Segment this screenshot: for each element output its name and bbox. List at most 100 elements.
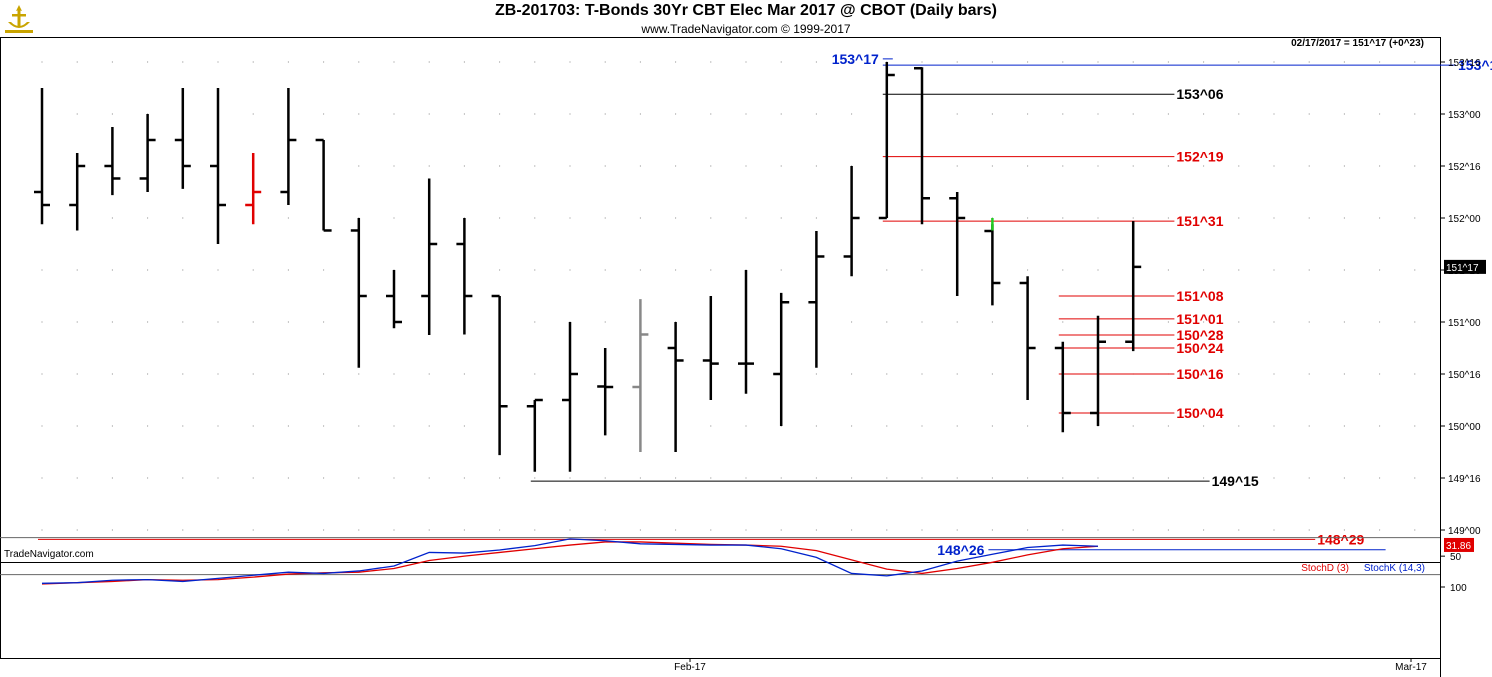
grid-dot xyxy=(745,61,747,63)
grid-dot xyxy=(182,321,184,323)
grid-dot xyxy=(534,269,536,271)
grid-dot xyxy=(851,477,853,479)
grid-dot xyxy=(675,529,677,531)
stoch-tick-label: 50 xyxy=(1450,552,1462,563)
grid-dot xyxy=(252,529,254,531)
grid-dot xyxy=(147,529,149,531)
level-label: 153^17 xyxy=(832,51,879,67)
grid-dot xyxy=(956,165,958,167)
grid-dot xyxy=(1343,165,1345,167)
level-label: 152^19 xyxy=(1176,149,1223,165)
grid-dot xyxy=(147,373,149,375)
level-label: 150^04 xyxy=(1176,405,1223,421)
level-label: 150^24 xyxy=(1176,340,1223,356)
grid-dot xyxy=(1379,321,1381,323)
grid-dot xyxy=(217,61,219,63)
grid-dot xyxy=(1343,217,1345,219)
grid-dot xyxy=(428,425,430,427)
grid-dot xyxy=(1414,217,1416,219)
grid-dot xyxy=(1414,165,1416,167)
grid-dot xyxy=(1308,321,1310,323)
grid-dot xyxy=(1027,113,1029,115)
grid-dot xyxy=(639,165,642,167)
grid-dot xyxy=(1167,217,1169,219)
grid-dot xyxy=(147,217,149,219)
grid-dot xyxy=(1379,529,1381,531)
grid-dot xyxy=(886,321,888,323)
grid-dot xyxy=(991,321,994,323)
grid-dot xyxy=(1308,529,1310,531)
grid-dot xyxy=(1097,529,1099,531)
date-tick-label: Feb-17 xyxy=(674,662,706,673)
stoch-k-legend: StochK (14,3) xyxy=(1364,563,1425,574)
grid-dot xyxy=(956,113,958,115)
level-label: 148^26 xyxy=(937,542,984,558)
grid-dot xyxy=(287,269,289,271)
grid-dot xyxy=(323,529,325,531)
grid-dot xyxy=(675,217,677,219)
grid-dot xyxy=(76,529,78,531)
grid-dot xyxy=(745,529,747,531)
grid-dot xyxy=(1379,217,1381,219)
grid-dot xyxy=(815,477,818,479)
grid-dot xyxy=(393,477,395,479)
grid-dot xyxy=(1308,113,1310,115)
grid-dot xyxy=(1062,321,1064,323)
grid-dot xyxy=(287,321,289,323)
grid-dot xyxy=(323,321,325,323)
grid-dot xyxy=(1132,217,1134,219)
grid-dot xyxy=(1167,529,1169,531)
grid-dot xyxy=(1167,425,1169,427)
grid-dot xyxy=(182,61,184,63)
grid-dot xyxy=(1167,321,1169,323)
grid-dot xyxy=(463,165,465,167)
grid-dot xyxy=(921,61,923,63)
grid-dot xyxy=(956,321,958,323)
grid-dot xyxy=(1167,113,1169,115)
level-label: 151^01 xyxy=(1176,311,1223,327)
grid-dot xyxy=(991,373,994,375)
grid-dot xyxy=(1273,477,1275,479)
grid-dot xyxy=(1097,217,1099,219)
grid-dot xyxy=(1343,425,1345,427)
grid-dot xyxy=(639,269,642,271)
level-label: 151^08 xyxy=(1176,288,1223,304)
grid-dot xyxy=(428,529,430,531)
date-tick-label: Mar-17 xyxy=(1395,662,1427,673)
grid-dot xyxy=(1027,165,1029,167)
grid-dot xyxy=(1343,321,1345,323)
stoch-value-label: 31.86 xyxy=(1446,541,1471,552)
level-label: 153^06 xyxy=(1176,86,1223,102)
grid-dot xyxy=(111,113,113,115)
grid-dot xyxy=(1379,425,1381,427)
grid-dot xyxy=(393,529,395,531)
grid-dot xyxy=(1097,61,1099,63)
price-tick-label: 151^00 xyxy=(1448,318,1481,329)
grid-dot xyxy=(1027,425,1029,427)
grid-dot xyxy=(428,477,430,479)
grid-dot xyxy=(287,61,289,63)
grid-dot xyxy=(956,529,958,531)
grid-dot xyxy=(886,373,888,375)
grid-dot xyxy=(1027,217,1029,219)
grid-dot xyxy=(886,425,888,427)
grid-dot xyxy=(534,113,536,115)
grid-dot xyxy=(639,61,642,63)
level-label: 148^29 xyxy=(1317,531,1364,547)
grid-dot xyxy=(1238,425,1240,427)
grid-dot xyxy=(1027,529,1029,531)
level-label: 151^31 xyxy=(1176,213,1223,229)
grid-dot xyxy=(1414,529,1416,531)
grid-dot xyxy=(675,165,677,167)
grid-dot xyxy=(921,321,923,323)
grid-dot xyxy=(217,477,219,479)
grid-dot xyxy=(1132,113,1134,115)
grid-dot xyxy=(1273,373,1275,375)
grid-dot xyxy=(886,477,888,479)
grid-dot xyxy=(41,321,43,323)
level-labels: 153^17 153^15 153^06 152^19 151^31 151^08 151^… xyxy=(832,51,1492,558)
grid-dot xyxy=(287,373,289,375)
grid-dot xyxy=(428,373,430,375)
grid-dot xyxy=(217,269,219,271)
grid-dot xyxy=(851,61,853,63)
